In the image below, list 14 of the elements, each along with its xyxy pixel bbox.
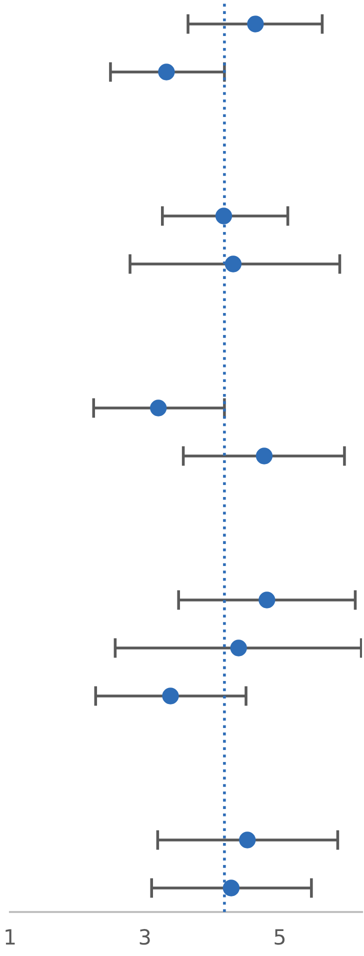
- point: [150, 400, 167, 416]
- point: [256, 448, 273, 464]
- x-tick-label: 5: [274, 929, 285, 945]
- point: [158, 64, 175, 80]
- x-tick-label: 1: [6, 929, 15, 944]
- point: [247, 16, 264, 32]
- point: [230, 640, 247, 656]
- point: [224, 256, 242, 272]
- point: [258, 592, 276, 608]
- x-tick-label: 3: [140, 929, 150, 945]
- point: [162, 688, 179, 704]
- point: [215, 208, 232, 224]
- point: [239, 832, 256, 848]
- point: [222, 880, 240, 896]
